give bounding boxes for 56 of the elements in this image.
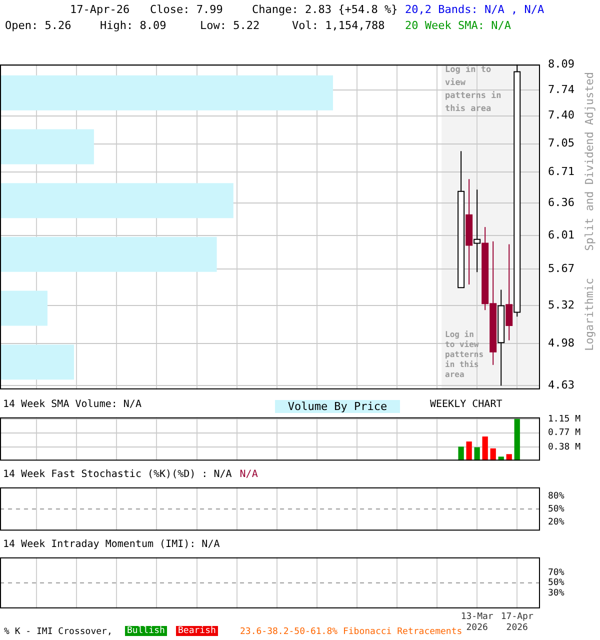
text: High: 8.09	[100, 19, 166, 32]
text: Bullish	[125, 626, 167, 636]
y-tick-label: 50%	[548, 504, 565, 514]
text: Close: 7.99	[150, 3, 223, 16]
y-tick-label: 30%	[548, 588, 565, 598]
y-tick-label: 7.74	[548, 82, 575, 96]
bar	[514, 418, 520, 461]
text: Volume By Price	[275, 400, 400, 413]
text: % K - IMI Crossover,	[3, 627, 114, 637]
y-tick-label: 4.63	[548, 378, 574, 392]
annotation: Log in to view patterns in this area	[445, 330, 485, 380]
text: WEEKLY CHART	[430, 399, 502, 410]
y-tick-label: 80%	[548, 491, 565, 502]
y-axis-title: Split and Dividend Adjusted	[583, 72, 596, 251]
chart-title: 14 Week Fast Stochastic (%K)(%D) : N/A	[3, 469, 232, 480]
bar	[1, 344, 74, 380]
bar	[482, 436, 488, 461]
bar	[1, 128, 94, 164]
x-tick-label: 13-Mar 2026	[460, 612, 494, 633]
bar	[458, 446, 464, 461]
y-tick-label: 6.36	[548, 196, 574, 209]
chart-title: 14 Week Intraday Momentum (IMI): N/A	[3, 539, 220, 550]
y-tick-label: 70%	[548, 568, 565, 578]
y-tick-label: 0.38 M	[548, 442, 582, 452]
bar	[466, 442, 472, 461]
bar	[1, 182, 234, 218]
text: Logarithmic	[583, 278, 596, 351]
text: Vol: 1,154,788	[292, 19, 385, 32]
y-tick-label: 4.98	[548, 336, 574, 350]
text: Open: 5.26	[5, 19, 72, 32]
y-tick-label: 20%	[548, 517, 565, 528]
text: 20,2 Bands: N/A , N/A	[405, 3, 544, 16]
y-tick-label: 8.09	[548, 57, 574, 70]
y-tick-label: 5.67	[548, 262, 574, 275]
text: Bearish	[176, 626, 218, 636]
bar	[474, 447, 480, 461]
y-tick-label: 5.32	[548, 298, 574, 312]
y-tick-label: 6.01	[548, 228, 574, 242]
annotation: Log in to view patterns in this area	[445, 64, 502, 116]
y-tick-label: 7.40	[548, 108, 574, 122]
chart-title: 14 Week SMA Volume: N/A	[3, 399, 142, 410]
text: 20 Week SMA: N/A	[405, 19, 511, 32]
bar	[1, 75, 333, 110]
bar	[1, 236, 217, 272]
text: Change: 2.83 {+54.8 %}	[252, 3, 398, 16]
y-tick-label: 50%	[548, 578, 565, 588]
text: Low: 5.22	[200, 19, 260, 32]
bar	[1, 290, 48, 326]
y-tick-label: 7.05	[548, 136, 574, 150]
y-tick-label: 1.15 M	[548, 414, 582, 425]
y-tick-label: 6.71	[548, 165, 574, 178]
y-tick-label: 0.77 M	[548, 428, 582, 438]
text: 17-Apr-26	[70, 3, 130, 16]
text: 23.6-38.2-50-61.8% Fibonacci Retracements	[239, 627, 464, 637]
x-tick-label: 17-Apr 2026	[500, 612, 534, 633]
text: N/A	[240, 469, 258, 480]
